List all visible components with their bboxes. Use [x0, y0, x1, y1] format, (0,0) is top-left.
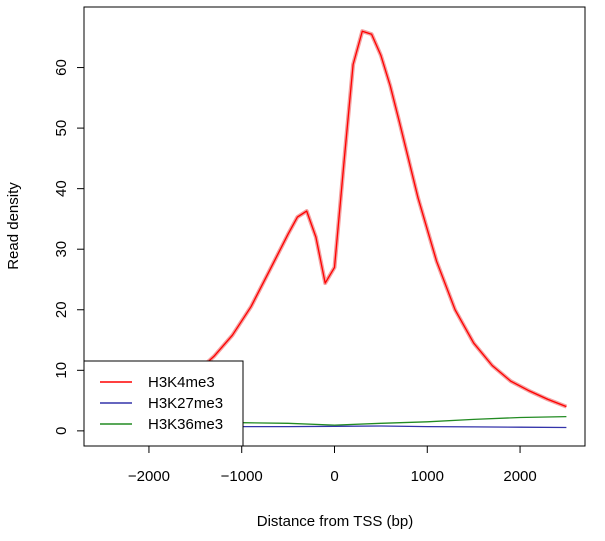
- y-tick-label: 20: [53, 301, 70, 318]
- x-axis: −2000 −1000 0 1000 2000: [128, 445, 537, 485]
- y-tick-label: 40: [53, 180, 70, 197]
- x-tick-label: 1000: [411, 468, 444, 485]
- y-tick-label: 0: [53, 427, 70, 435]
- y-tick-label: 30: [53, 241, 70, 258]
- y-tick-label: 60: [53, 59, 70, 76]
- legend: H3K4me3 H3K27me3 H3K36me3: [83, 360, 244, 447]
- y-axis-label: Read density: [5, 182, 22, 270]
- x-tick-label: −2000: [128, 468, 170, 485]
- x-axis-label: Distance from TSS (bp): [257, 513, 413, 530]
- series-band-h3k4me3: [102, 29, 568, 413]
- legend-label: H3K4me3: [148, 374, 215, 391]
- x-tick-label: 0: [330, 468, 338, 485]
- series-line-h3k4me3: [102, 30, 567, 412]
- legend-label: H3K27me3: [148, 395, 223, 412]
- legend-label: H3K36me3: [148, 416, 223, 433]
- y-tick-label: 10: [53, 362, 70, 379]
- y-tick-label: 50: [53, 120, 70, 137]
- x-tick-label: −1000: [221, 468, 263, 485]
- y-axis: 0 10 20 30 40 50 60: [53, 59, 85, 435]
- x-tick-label: 2000: [503, 468, 536, 485]
